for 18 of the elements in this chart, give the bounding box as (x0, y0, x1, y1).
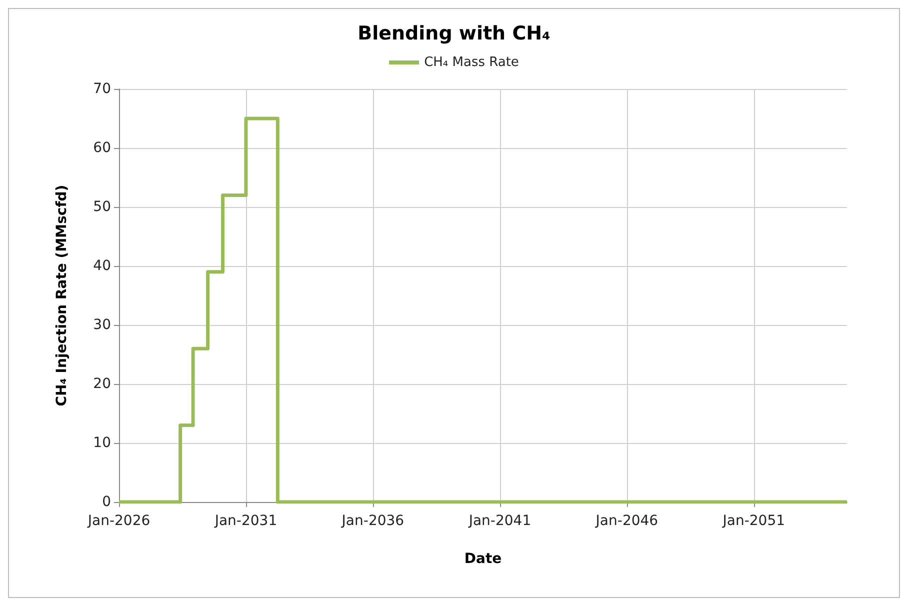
y-tick-label: 70 (93, 81, 111, 97)
y-tick-label: 10 (93, 435, 111, 451)
x-tick-label: Jan-2041 (468, 513, 532, 529)
x-tick-label: Jan-2046 (594, 513, 658, 529)
x-tick-label: Jan-2036 (340, 513, 404, 529)
x-tick-label: Jan-2031 (214, 513, 278, 529)
x-tick-label: Jan-2051 (722, 513, 786, 529)
x-tick-label: Jan-2026 (86, 513, 150, 529)
x-axis-title: Date (464, 551, 502, 567)
legend-label: CH₄ Mass Rate (424, 55, 519, 70)
y-axis-title: CH₄ Injection Rate (MMscfd) (54, 184, 70, 406)
y-tick-label: 0 (102, 494, 111, 510)
y-tick-label: 30 (93, 317, 111, 333)
y-tick-label: 60 (93, 140, 111, 156)
chart-title: Blending with CH₄ (358, 22, 550, 44)
y-tick-label: 20 (93, 376, 111, 392)
y-tick-label: 40 (93, 258, 111, 274)
y-tick-label: 50 (93, 199, 111, 215)
